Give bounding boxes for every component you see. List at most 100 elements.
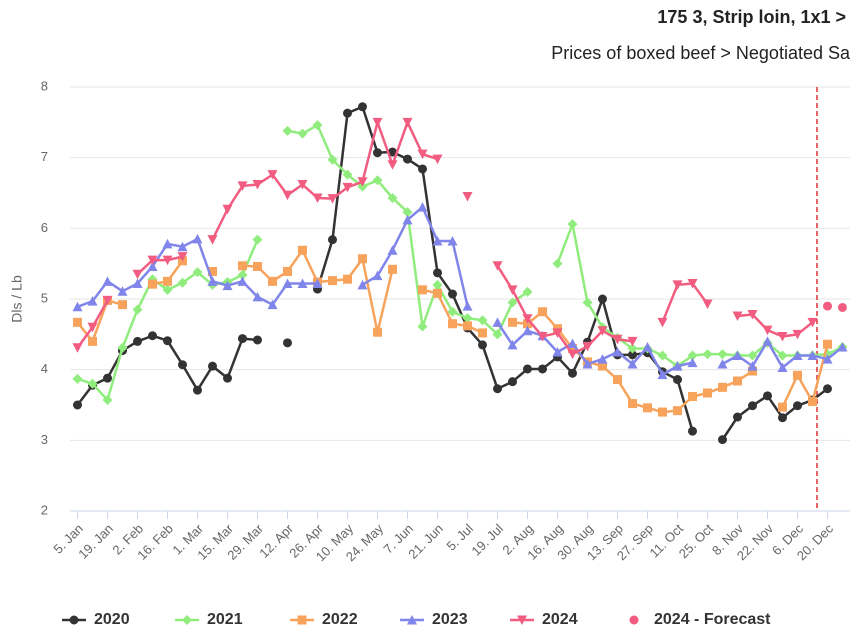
data-point <box>448 289 457 299</box>
legend-symbol <box>517 615 527 625</box>
data-point <box>778 413 787 423</box>
legend-item: 2020 <box>62 611 130 628</box>
data-point <box>342 169 353 180</box>
data-point <box>327 154 338 165</box>
data-point <box>462 192 473 202</box>
data-point <box>523 364 532 374</box>
y-tick-label: 2 <box>41 502 48 517</box>
y-tick-label: 3 <box>41 432 48 447</box>
data-point <box>448 319 457 329</box>
data-point <box>762 325 773 336</box>
data-point <box>477 315 488 326</box>
data-point <box>807 350 818 361</box>
data-point <box>298 245 307 255</box>
data-point <box>283 266 292 276</box>
y-axis-label: Dls / Lb <box>9 275 25 323</box>
data-point <box>312 193 323 203</box>
data-point <box>118 300 127 310</box>
data-point <box>327 194 338 204</box>
series-line <box>76 299 123 343</box>
data-point <box>552 258 563 269</box>
data-point <box>717 349 728 360</box>
series-line <box>661 282 709 323</box>
legend-item: 2024 - Forecast <box>629 611 771 628</box>
data-point <box>432 279 443 290</box>
data-point <box>537 331 548 342</box>
data-point <box>237 276 248 286</box>
data-point <box>793 370 802 380</box>
data-point <box>297 278 308 288</box>
data-point <box>312 278 323 288</box>
data-point <box>478 340 487 350</box>
data-point <box>133 336 142 346</box>
data-point <box>567 349 578 360</box>
legend-label: 2023 <box>432 611 468 628</box>
series-line <box>737 313 814 338</box>
data-point <box>732 350 743 361</box>
series-line <box>211 121 438 241</box>
series-line <box>781 343 829 408</box>
data-point <box>117 342 128 353</box>
chart-subtitle: Prices of boxed beef > Negotiated Sa <box>551 43 851 63</box>
data-point <box>807 317 818 328</box>
data-point <box>582 297 593 308</box>
data-point <box>252 180 263 190</box>
data-point <box>237 269 248 280</box>
legend-symbol <box>69 615 79 625</box>
data-point <box>297 180 308 190</box>
data-point <box>837 342 848 352</box>
data-point <box>522 314 533 324</box>
legend-label: 2024 <box>542 611 578 628</box>
data-point <box>372 117 383 128</box>
data-point <box>357 177 368 187</box>
data-point <box>132 304 143 315</box>
data-point <box>567 338 578 349</box>
data-point <box>402 117 413 128</box>
data-point <box>372 175 383 186</box>
data-point <box>418 164 427 174</box>
data-point <box>417 321 428 332</box>
data-point <box>568 368 577 378</box>
data-point <box>207 276 218 286</box>
y-tick-label: 5 <box>41 290 48 305</box>
legend-label: 2020 <box>94 611 130 628</box>
series <box>73 102 832 445</box>
data-point <box>73 400 82 410</box>
data-point <box>792 329 803 340</box>
data-point <box>87 322 98 333</box>
data-point <box>328 276 337 286</box>
data-point <box>492 329 503 340</box>
data-point <box>733 376 742 386</box>
data-point <box>253 335 262 345</box>
data-point <box>358 102 367 112</box>
data-point <box>717 359 728 369</box>
data-point <box>492 317 503 327</box>
data-point <box>132 269 143 280</box>
data-point <box>628 350 637 360</box>
series-line <box>316 105 694 432</box>
data-point <box>747 361 758 371</box>
data-point <box>432 236 443 246</box>
data-point <box>657 317 668 328</box>
data-point <box>147 261 158 271</box>
data-point <box>387 192 398 203</box>
data-point <box>328 235 337 245</box>
y-tick-label: 6 <box>41 220 48 235</box>
data-point <box>687 357 698 368</box>
data-point <box>268 276 277 286</box>
data-point <box>597 354 608 364</box>
data-point <box>733 412 742 422</box>
data-point <box>672 361 683 371</box>
data-point <box>102 295 113 306</box>
data-point <box>88 336 97 346</box>
data-point <box>312 120 323 131</box>
y-tick-label: 7 <box>41 149 48 164</box>
data-point <box>252 234 263 245</box>
data-point <box>538 364 547 374</box>
data-point <box>342 182 353 193</box>
data-point <box>162 238 173 249</box>
data-point <box>402 214 413 225</box>
data-point <box>568 343 577 353</box>
data-point <box>777 331 788 342</box>
data-point <box>282 278 293 288</box>
